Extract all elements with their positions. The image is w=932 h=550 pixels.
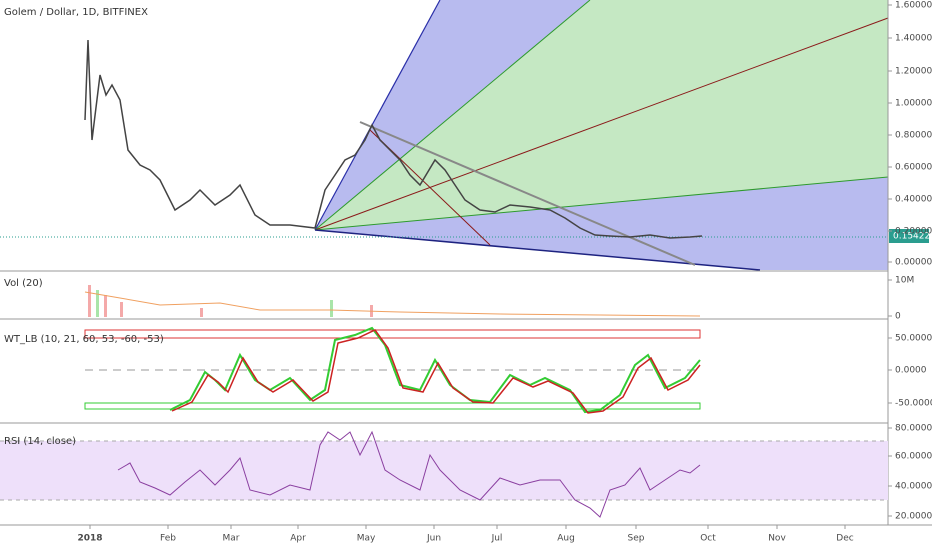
wt-band (84, 329, 701, 339)
fan-line (314, 176, 889, 231)
axis-label: 40.0000 (895, 482, 932, 492)
time-label: Nov (768, 534, 786, 544)
axis-label: 50.0000 (895, 334, 932, 344)
axis-label: 10M (895, 276, 914, 286)
axis-label: 0.60000 (895, 163, 932, 173)
time-label: 2018 (77, 534, 102, 544)
axis-label: 1.20000 (895, 67, 932, 77)
time-label: Feb (160, 534, 176, 544)
fan-line (314, 229, 761, 271)
time-label: Dec (836, 534, 853, 544)
pane-label: RSI (14, close) (4, 436, 76, 447)
axis-label: 80.0000 (895, 424, 932, 434)
time-label: Jun (426, 534, 441, 544)
axis-label: 1.40000 (895, 34, 932, 44)
axis-label: 1.60000 (895, 1, 932, 11)
axis-label: -50.0000 (895, 399, 932, 409)
time-label: Apr (290, 534, 306, 544)
wt-line (169, 326, 701, 414)
pane-label: WT_LB (10, 21, 60, 53, -60, -53) (4, 334, 164, 345)
rsi-band (0, 441, 888, 500)
time-label: Jul (491, 534, 503, 544)
axis-label: 1.00000 (895, 99, 932, 109)
time-label: Oct (700, 534, 716, 544)
time-label: Sep (628, 534, 645, 544)
axis-label: 0.80000 (895, 131, 932, 141)
volume-ma (84, 291, 701, 317)
time-label: May (357, 534, 376, 544)
fan-fill (315, 177, 888, 270)
price-badge (889, 229, 929, 243)
fan-line (314, 0, 591, 231)
current-price: 0.15422 (893, 232, 930, 242)
axis-label: 0 (895, 312, 901, 322)
pane-label: Vol (20) (4, 278, 43, 289)
time-label: Mar (223, 534, 240, 544)
wt-signal (171, 329, 701, 414)
fan-fill (315, 0, 888, 230)
rsi-line (117, 430, 701, 518)
fan-line (314, 0, 441, 231)
trend-line (359, 121, 696, 266)
axis-label: 0.20000 (895, 227, 932, 237)
axis-label: 60.0000 (895, 452, 932, 462)
price-series (84, 39, 703, 239)
time-label: Aug (557, 534, 575, 544)
fan-line (314, 17, 889, 231)
axis-label: 0.0000 (895, 366, 927, 376)
wt-band (84, 402, 701, 410)
axis-label: 0.00000 (895, 258, 932, 268)
axis-label: 20.0000 (895, 512, 932, 522)
axis-label: 0.40000 (895, 195, 932, 205)
chart-title: Golem / Dollar, 1D, BITFINEX (4, 7, 148, 18)
